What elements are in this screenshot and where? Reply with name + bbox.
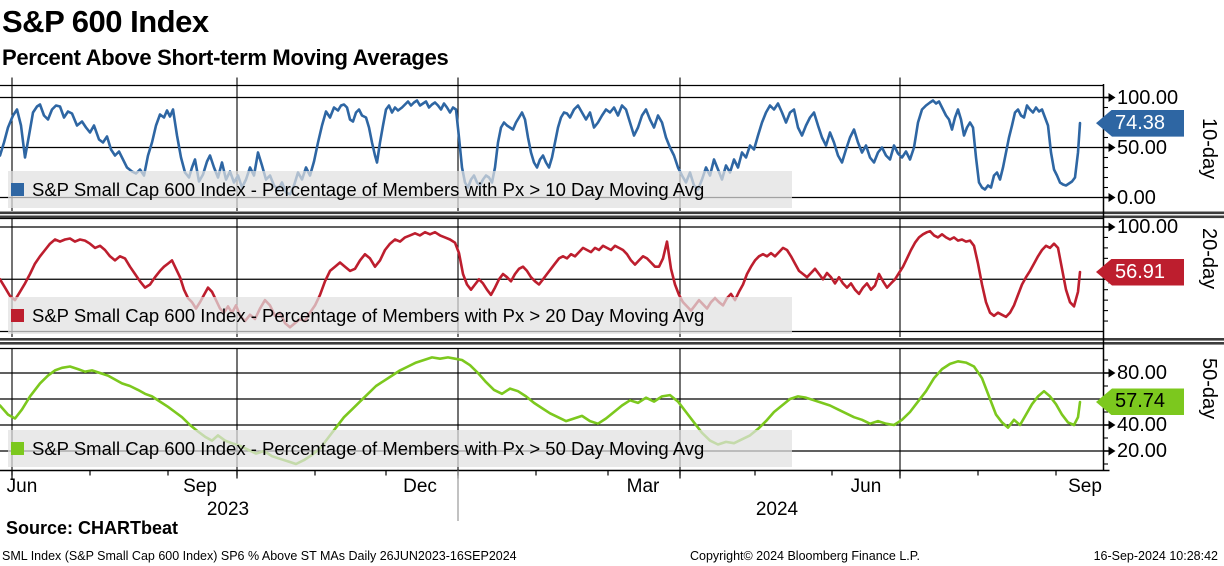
last-value-badge-50-day: 57.74 [1096, 388, 1184, 416]
panel-axis-title-10-day: 10-day [1198, 118, 1220, 180]
legend-10-day: S&P Small Cap 600 Index - Percentage of … [8, 171, 792, 208]
legend-label: S&P Small Cap 600 Index - Percentage of … [32, 304, 705, 326]
last-value-badge-10-day: 74.38 [1096, 109, 1184, 137]
legend-50-day: S&P Small Cap 600 Index - Percentage of … [8, 430, 792, 467]
legend-label: S&P Small Cap 600 Index - Percentage of … [32, 178, 705, 200]
source-credit: Source: CHARTbeat [6, 518, 179, 538]
footer-description: SML Index (S&P Small Cap 600 Index) SP6 … [2, 549, 517, 563]
panel-axis-title-20-day: 20-day [1198, 228, 1220, 290]
panel-axis-title-50-day: 50-day [1198, 358, 1220, 420]
legend-label: S&P Small Cap 600 Index - Percentage of … [32, 437, 705, 459]
legend-swatch-green-icon [11, 442, 24, 455]
chart-subtitle: Percent Above Short-term Moving Averages [2, 45, 449, 70]
legend-20-day: S&P Small Cap 600 Index - Percentage of … [8, 297, 792, 334]
legend-swatch-blue-icon [11, 183, 24, 196]
legend-swatch-red-icon [11, 309, 24, 322]
footer-timestamp: 16-Sep-2024 10:28:42 [1093, 549, 1218, 563]
page-title: S&P 600 Index [2, 4, 209, 39]
last-value-badge-20-day: 56.91 [1096, 258, 1184, 286]
footer-copyright: Copyright© 2024 Bloomberg Finance L.P. [690, 549, 920, 563]
